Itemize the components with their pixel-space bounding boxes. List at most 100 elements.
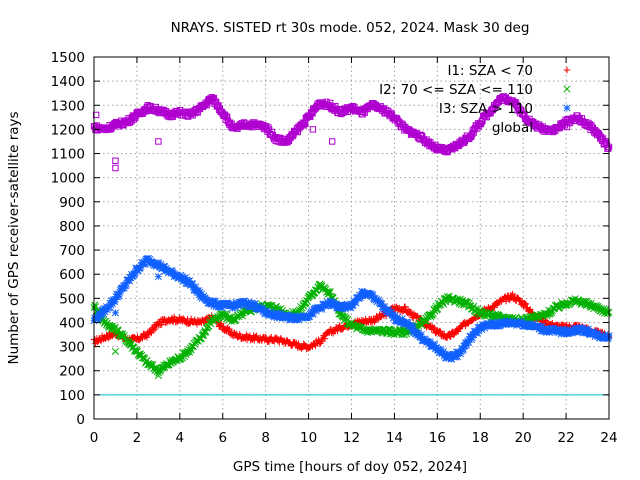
x-tick-label: 18 <box>472 430 489 446</box>
point-0 <box>158 321 165 328</box>
x-tick-label: 2 <box>133 430 142 446</box>
x-tick-label: 16 <box>429 430 446 446</box>
point-0 <box>105 334 112 342</box>
point-0 <box>450 331 457 339</box>
y-tick-label: 1000 <box>51 171 85 187</box>
point-0 <box>372 316 379 324</box>
point-0 <box>218 322 226 330</box>
series-2 <box>90 254 613 363</box>
point-0 <box>224 325 232 332</box>
y-tick-label: 600 <box>59 267 85 283</box>
outlier-point <box>112 157 119 164</box>
point-0 <box>527 306 534 313</box>
x-tick-label: 6 <box>218 430 227 446</box>
y-tick-label: 1200 <box>51 122 85 138</box>
legend-label-3: global <box>492 120 533 136</box>
x-tick-label: 22 <box>557 430 574 446</box>
point-1 <box>91 301 99 309</box>
point-0 <box>491 304 498 311</box>
point-0 <box>513 294 521 301</box>
legend-label-0: I1: SZA < 70 <box>447 63 533 79</box>
legend-marker-1 <box>563 85 571 93</box>
point-1 <box>548 309 556 317</box>
x-tick-label: 10 <box>300 430 317 446</box>
point-0 <box>521 299 528 307</box>
x-tick-label: 4 <box>176 430 185 446</box>
point-1 <box>118 332 126 340</box>
x-axis-label: GPS time [hours of doy 052, 2024] <box>233 459 467 475</box>
point-1 <box>215 314 223 322</box>
point-0 <box>436 327 443 335</box>
y-tick-label: 0 <box>76 412 85 428</box>
legend-label-2: I3: SZA > 110 <box>439 101 533 117</box>
outlier-point <box>111 309 120 317</box>
x-tick-label: 20 <box>515 430 532 446</box>
outlier-point <box>111 347 120 355</box>
point-0 <box>318 338 325 345</box>
point-0 <box>151 325 159 333</box>
legend-marker-2 <box>563 104 571 112</box>
outlier-point <box>154 273 162 281</box>
point-0 <box>253 332 260 339</box>
point-0 <box>413 314 420 321</box>
axis-ticks: 0 2 4 6 8 10 12 14 16 18 20 22 240100200300400500600… <box>51 50 618 446</box>
point-1 <box>325 288 333 296</box>
point-0 <box>321 335 329 342</box>
point-0 <box>291 339 299 346</box>
point-0 <box>542 317 549 324</box>
y-axis-label: Number of GPS receiver-satellite rays <box>6 111 22 364</box>
point-0 <box>262 334 269 341</box>
outlier-point <box>155 138 162 145</box>
y-tick-label: 300 <box>59 340 85 356</box>
point-0 <box>431 324 438 332</box>
y-tick-label: 900 <box>59 195 85 211</box>
point-1 <box>120 332 128 340</box>
point-0 <box>443 334 451 341</box>
y-tick-label: 500 <box>59 291 85 307</box>
outlier-point <box>92 111 100 119</box>
y-tick-label: 400 <box>59 315 85 331</box>
outlier-point <box>154 372 162 380</box>
point-3 <box>300 122 307 129</box>
x-tick-label: 14 <box>386 430 403 446</box>
chart-title: NRAYS. SISTED rt 30s mode. 052, 2024. Ma… <box>171 20 530 36</box>
legend-marker-0 <box>563 66 571 74</box>
x-tick-label: 24 <box>600 430 617 446</box>
point-0 <box>430 325 438 333</box>
point-0 <box>454 328 462 335</box>
x-tick-label: 0 <box>90 430 99 446</box>
point-0 <box>226 325 233 333</box>
point-0 <box>298 345 305 352</box>
point-0 <box>150 326 157 334</box>
legend-marker-3 <box>563 123 571 131</box>
outlier-point <box>309 126 317 133</box>
series-3 <box>90 93 613 156</box>
point-0 <box>522 300 530 307</box>
legend-label-1: I2: 70 <= SZA <= 110 <box>379 82 533 98</box>
point-1 <box>297 305 306 313</box>
outlier-point <box>328 138 336 145</box>
point-1 <box>200 328 208 336</box>
grid <box>94 57 609 419</box>
y-tick-label: 700 <box>59 243 85 259</box>
y-tick-label: 100 <box>59 388 85 404</box>
point-1 <box>372 326 381 334</box>
x-tick-label: 8 <box>261 430 270 446</box>
point-0 <box>508 292 516 299</box>
point-3 <box>301 120 309 128</box>
point-3 <box>605 145 612 152</box>
point-3 <box>470 129 477 136</box>
point-1 <box>177 355 185 363</box>
legend: I1: SZA < 70 I2: 70 <= SZA <= 110 I3: SZA … <box>379 63 571 136</box>
point-0 <box>339 326 346 333</box>
point-0 <box>136 336 143 344</box>
y-tick-label: 1400 <box>51 74 85 90</box>
point-0 <box>327 326 335 333</box>
point-0 <box>143 334 151 341</box>
x-tick-label: 12 <box>343 430 360 446</box>
point-3 <box>265 124 272 131</box>
point-0 <box>517 297 524 305</box>
point-3 <box>602 138 609 145</box>
point-0 <box>447 333 455 340</box>
